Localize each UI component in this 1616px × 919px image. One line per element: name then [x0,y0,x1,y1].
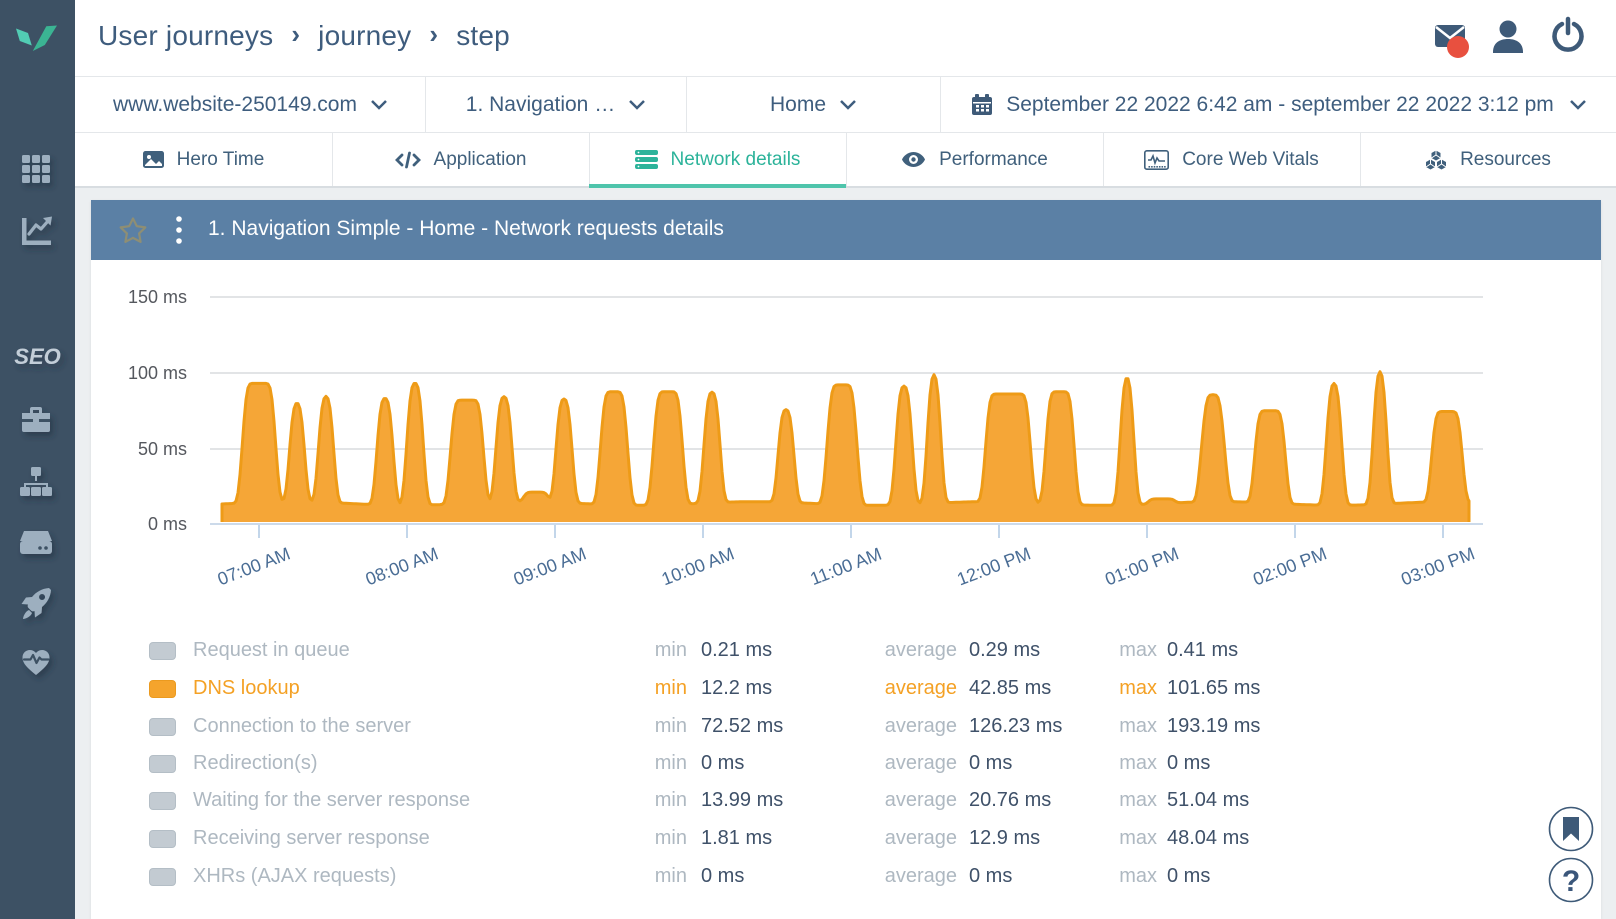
svg-text:12:00 PM: 12:00 PM [954,543,1033,589]
svg-text:11:00 AM: 11:00 AM [807,544,884,589]
svg-text:07:00 AM: 07:00 AM [215,543,293,589]
svg-text:02:00 PM: 02:00 PM [1250,543,1329,589]
svg-text:08:00 AM: 08:00 AM [363,543,441,589]
svg-text:03:00 PM: 03:00 PM [1398,543,1477,589]
svg-text:01:00 PM: 01:00 PM [1102,543,1181,589]
svg-text:SEO: SEO [14,344,60,369]
svg-text:0 ms: 0 ms [148,514,187,534]
svg-text:?: ? [1562,865,1580,898]
svg-text:10:00 AM: 10:00 AM [659,543,737,589]
svg-text:100 ms: 100 ms [128,363,187,383]
svg-text:150 ms: 150 ms [128,287,187,307]
svg-text:50 ms: 50 ms [138,439,187,459]
svg-text:09:00 AM: 09:00 AM [511,543,589,589]
